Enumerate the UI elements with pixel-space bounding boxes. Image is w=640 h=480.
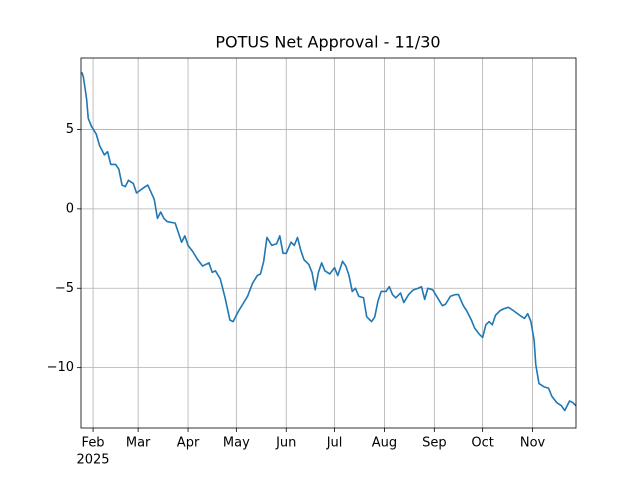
x-tick-label: Sep: [422, 436, 447, 451]
x-tick-label: Jun: [275, 436, 296, 451]
x-tick-label: Oct: [471, 436, 493, 451]
x-tick-label: Apr: [177, 436, 200, 451]
y-tick-label: −10: [47, 360, 74, 375]
line: [81, 72, 577, 412]
y-tick-label: 0: [66, 201, 74, 216]
x-tick-label: May: [223, 436, 250, 451]
x-tick-label: Aug: [372, 436, 397, 451]
chart-title: POTUS Net Approval - 11/30: [215, 33, 440, 52]
x-tick-label: Nov: [520, 436, 546, 451]
plot-frame: [80, 57, 577, 429]
x-tick-label: Mar: [126, 436, 151, 451]
x-year-label: 2025: [76, 453, 109, 468]
y-tick-label: 5: [66, 122, 74, 137]
x-tick-label: Jul: [326, 436, 343, 451]
y-tick-label: −5: [55, 281, 74, 296]
x-tick-label: Feb: [82, 436, 105, 451]
